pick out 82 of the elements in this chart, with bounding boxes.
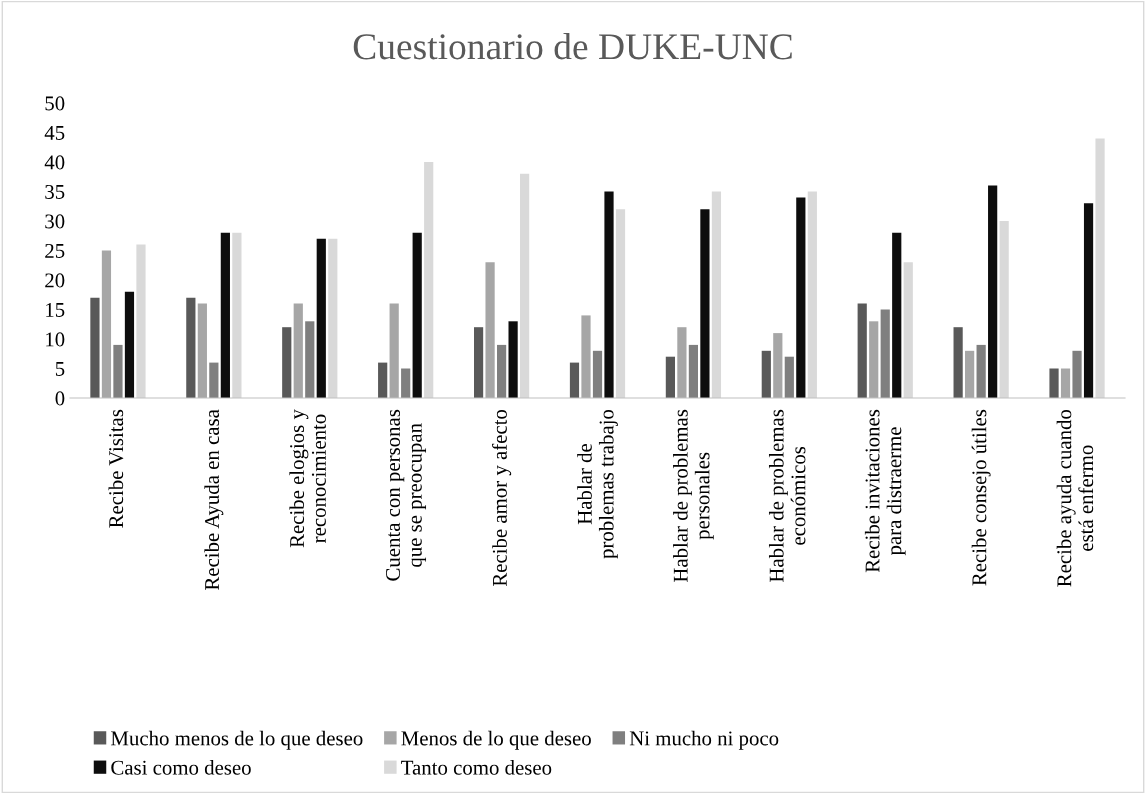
bar [807,191,817,398]
bar [378,362,388,398]
bar [953,327,963,398]
bar [101,250,112,398]
bar [773,333,783,398]
bar [988,185,998,398]
bar [328,238,338,398]
legend-label: Ni mucho ni poco [629,730,779,750]
bar [232,232,242,398]
y-tick-label: 45 [44,126,65,140]
bar [857,303,867,398]
bar [209,362,219,398]
bar [761,350,771,398]
x-tick-label: Hablar de problemas económicos [768,409,806,583]
bar [999,221,1009,398]
bar [604,191,614,398]
bar [784,356,794,398]
y-tick-label: 20 [45,273,65,288]
y-tick-label: 5 [55,362,65,376]
bar [581,315,591,398]
bar [1083,203,1094,398]
x-tick-label: Recibe elogios y reconocimiento [289,409,326,548]
bar [473,327,484,398]
bar [90,297,100,398]
y-tick-label: 35 [45,184,65,199]
x-tick-label: Recibe Visitas [108,409,124,528]
x-tick-label: Cuenta con personas que se preocupan [386,409,427,581]
y-tick-label: 40 [44,155,65,170]
bar [1072,350,1082,398]
bar [592,350,603,398]
x-tick-label: Hablar de problemas trabajo [577,409,618,559]
bar [1049,368,1059,398]
bar [965,350,975,398]
bar [796,197,806,398]
bar [424,162,434,398]
bar [903,262,913,398]
bar [305,321,315,398]
bar [508,321,518,398]
y-tick-label: 15 [46,302,65,317]
y-tick-label: 25 [45,243,65,258]
bar [485,262,495,398]
y-tick-label: 0 [55,391,65,406]
bar [197,303,207,398]
bar [1060,368,1071,398]
x-tick-label: Recibe amor y afecto [492,409,512,587]
bar [1095,138,1105,398]
bar [124,291,135,398]
bar [711,191,722,398]
bar [220,232,230,398]
bar [892,232,902,398]
bar [496,344,507,398]
x-tick-label: Recibe Ayuda en casa [204,409,224,590]
bar [113,344,123,398]
bar [665,356,675,398]
legend-label: Mucho menos de lo que deseo [111,730,363,750]
x-tick-label: Recibe ayuda cuando está enfermo [1056,409,1094,587]
bar [282,327,292,398]
bar [688,344,699,398]
bar [976,344,986,398]
bar [136,244,146,398]
bar [412,232,422,398]
bar [186,297,196,398]
y-tick-label: 50 [45,96,65,111]
bar [569,362,580,398]
bar [677,327,687,398]
legend-label: Menos de lo que deseo [401,730,591,750]
bar [869,321,879,398]
bar [520,173,530,398]
bar [293,303,303,398]
bar [389,303,399,398]
bar [401,368,411,398]
chart-title: Cuestionario de DUKE-UNC [353,33,792,60]
legend-label: Casi como deseo [111,760,251,775]
bar [615,209,626,398]
y-tick-label: 10 [46,332,65,347]
x-tick-label: Recibe consejo útiles [971,409,991,586]
legend-label: Tanto como deseo [401,760,552,775]
bar [700,209,710,398]
bar [316,238,326,398]
y-tick-label: 30 [45,214,65,229]
x-tick-label: Hablar de problemas personales [673,409,714,583]
bar [880,309,890,398]
